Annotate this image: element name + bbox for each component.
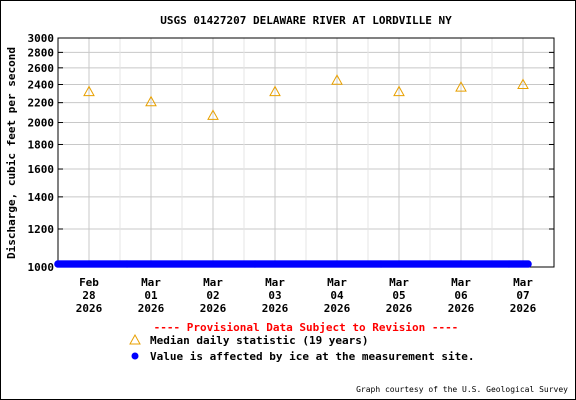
ice-data-point xyxy=(524,260,532,268)
x-tick-label: 2026 xyxy=(200,302,227,315)
x-tick-label: Mar xyxy=(513,276,533,289)
x-tick-label: 03 xyxy=(268,289,281,302)
grid-lines xyxy=(58,38,554,267)
y-axis-ticks: 1000 1200 1400 1600 1800 2000 2200 2400 2600 2800… xyxy=(28,32,554,274)
y-tick-label: 2000 xyxy=(28,117,55,130)
provisional-note: ---- Provisional Data Subject to Revisio… xyxy=(154,321,459,334)
median-data-point xyxy=(207,109,219,120)
credit-text: Graph courtesy of the U.S. Geological Su… xyxy=(356,385,568,394)
y-tick-label: 2200 xyxy=(28,97,55,110)
y-tick-label: 1800 xyxy=(28,138,55,151)
x-tick-label: Mar xyxy=(389,276,409,289)
x-tick-label: 04 xyxy=(330,289,344,302)
x-tick-label: 01 xyxy=(144,289,158,302)
x-tick-label: Mar xyxy=(451,276,471,289)
x-tick-label: Mar xyxy=(141,276,161,289)
x-tick-label: Mar xyxy=(265,276,285,289)
x-tick-label: 07 xyxy=(516,289,529,302)
x-tick-label: 2026 xyxy=(510,302,537,315)
x-tick-label: 2026 xyxy=(448,302,475,315)
x-tick-label: 05 xyxy=(392,289,405,302)
x-tick-label: Mar xyxy=(203,276,223,289)
y-tick-label: 2400 xyxy=(28,79,55,92)
y-tick-label: 2800 xyxy=(28,46,55,59)
x-tick-label: 2026 xyxy=(386,302,413,315)
x-tick-label: 2026 xyxy=(76,302,103,315)
y-tick-label: 1400 xyxy=(28,191,55,204)
median-series xyxy=(83,74,529,120)
y-tick-label: 2600 xyxy=(28,62,55,75)
legend-triangle-marker xyxy=(129,333,141,345)
legend-median-label: Median daily statistic (19 years) xyxy=(150,334,369,347)
median-data-point xyxy=(455,81,467,92)
median-data-point xyxy=(331,74,343,85)
x-tick-label: 2026 xyxy=(324,302,351,315)
y-tick-label: 1000 xyxy=(28,261,55,274)
median-data-point xyxy=(517,78,529,90)
x-tick-label: Mar xyxy=(327,276,347,289)
y-tick-label: 1200 xyxy=(28,223,55,236)
y-axis-label: Discharge, cubic feet per second xyxy=(5,47,18,259)
legend-ice-label: Value is affected by ice at the measurem… xyxy=(150,350,475,363)
chart-title: USGS 01427207 DELAWARE RIVER AT LORDVILL… xyxy=(160,14,452,27)
median-data-point xyxy=(145,95,157,107)
legend: Median daily statistic (19 years) Value … xyxy=(129,333,475,363)
x-tick-label: 2026 xyxy=(262,302,289,315)
x-tick-label: 2026 xyxy=(138,302,165,315)
legend-dot-marker xyxy=(131,352,139,360)
x-axis-ticks: Feb282026Mar012026Mar022026Mar032026Mar0… xyxy=(76,262,537,315)
median-data-point xyxy=(393,85,405,97)
x-tick-label: Feb xyxy=(79,276,99,289)
y-tick-label: 3000 xyxy=(28,32,55,45)
x-tick-label: 06 xyxy=(454,289,468,302)
y-tick-label: 1600 xyxy=(28,163,55,176)
x-tick-label: 28 xyxy=(82,289,95,302)
x-tick-label: 02 xyxy=(206,289,219,302)
median-data-point xyxy=(83,85,95,97)
ice-affected-series xyxy=(54,260,532,268)
median-data-point xyxy=(269,85,281,97)
